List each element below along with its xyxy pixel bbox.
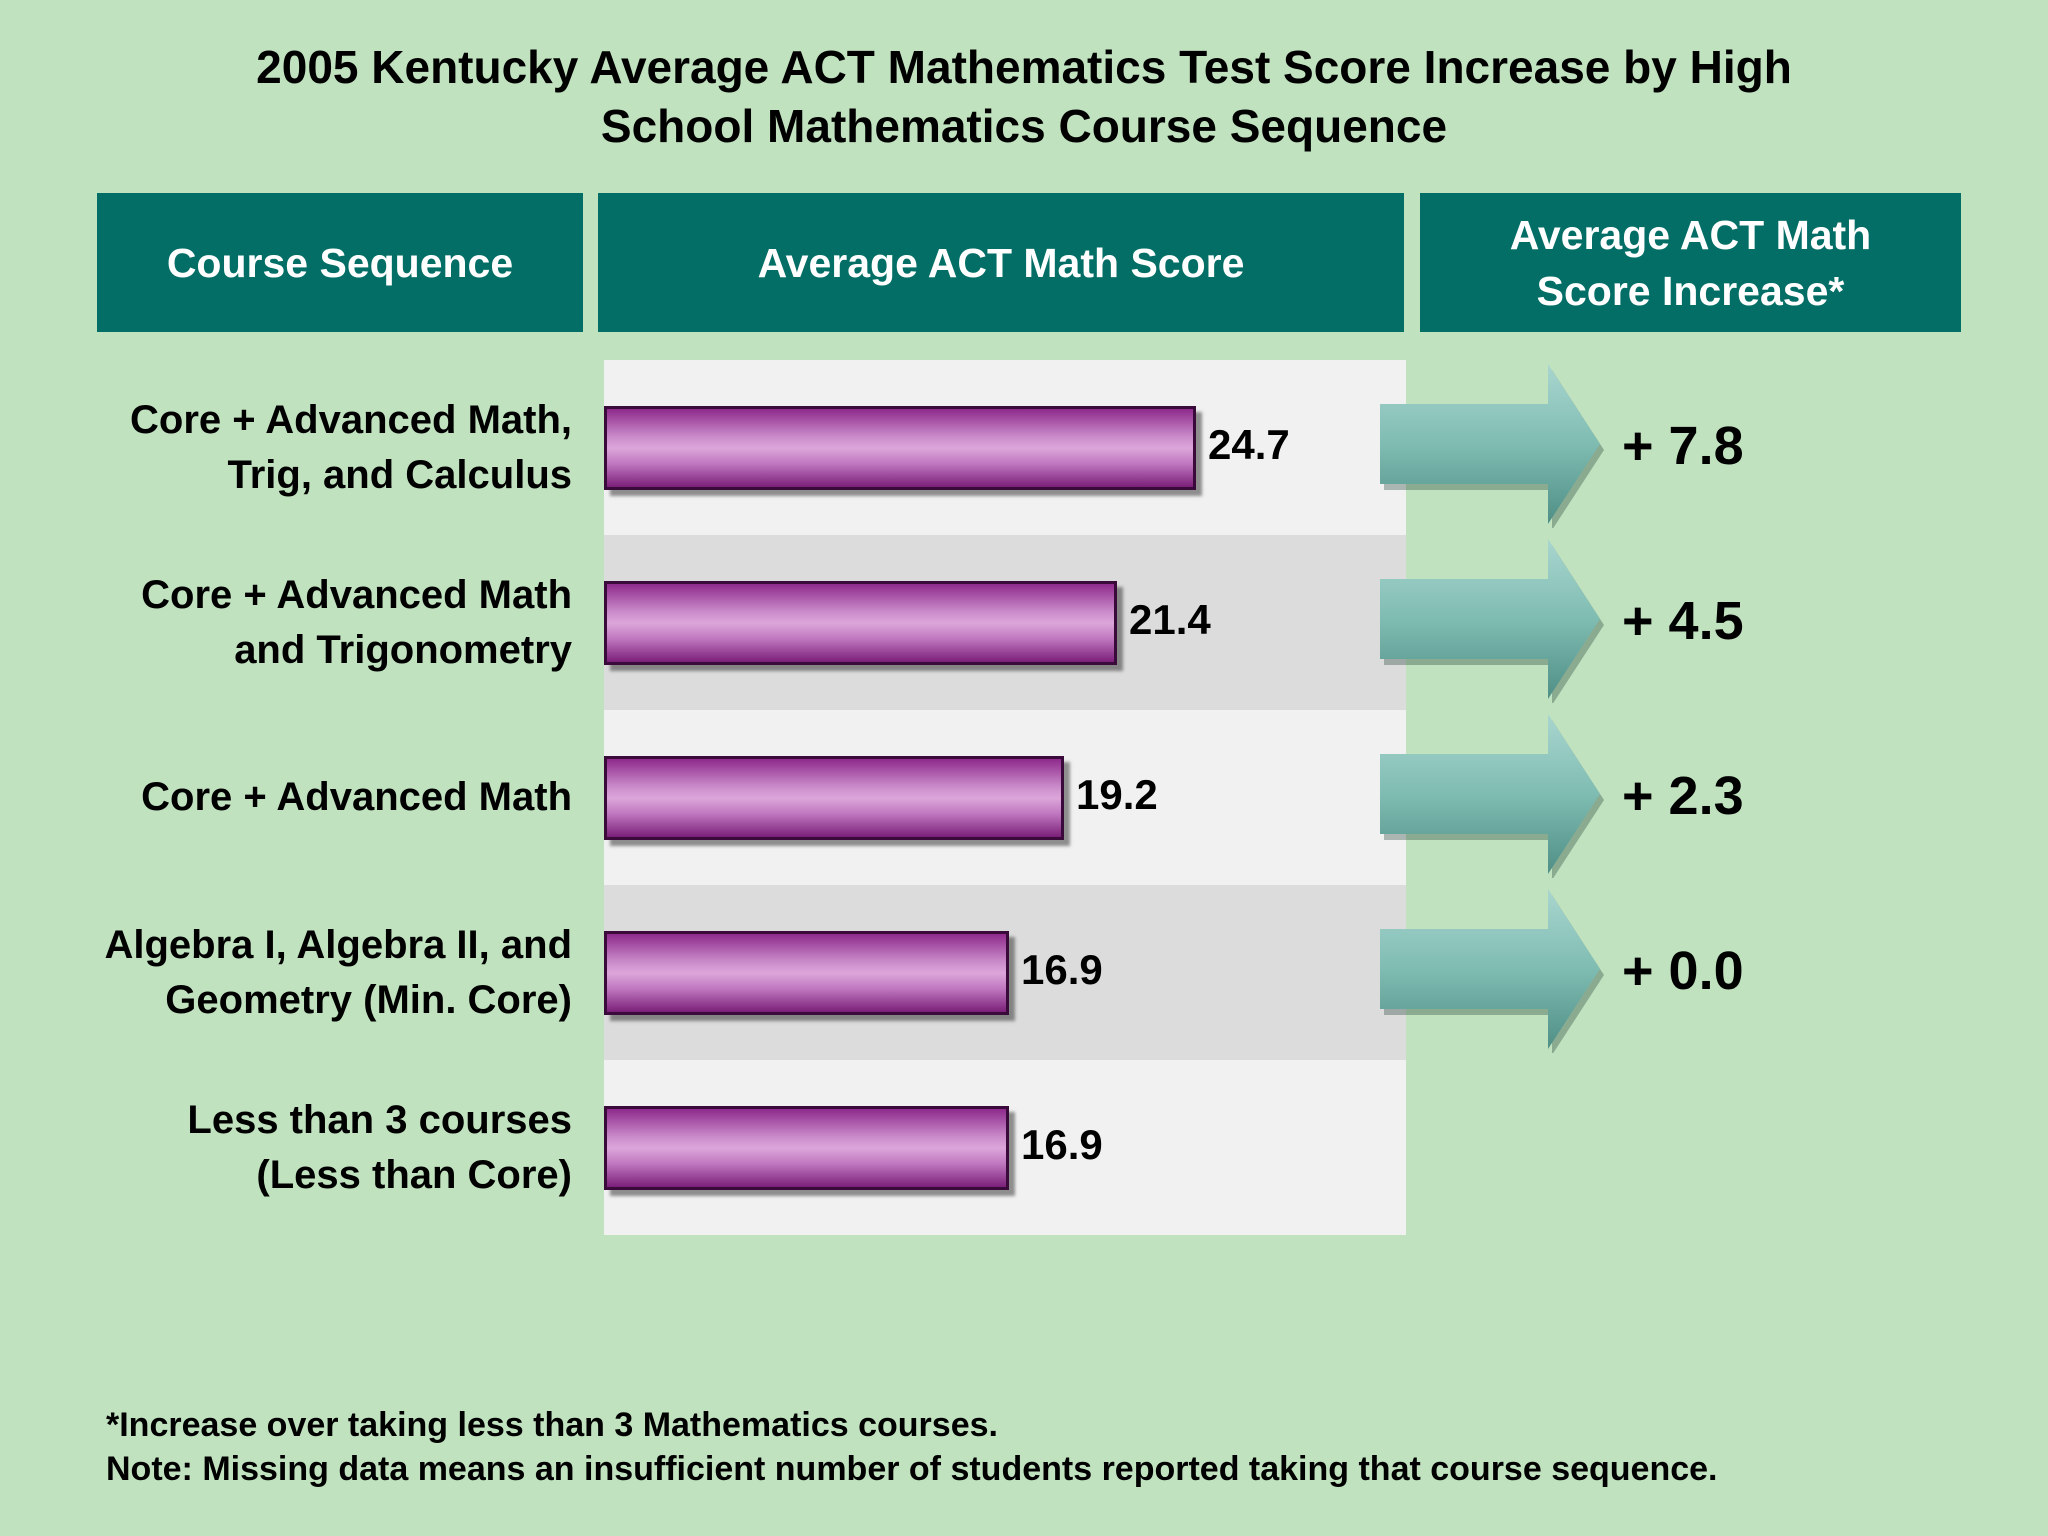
bar-value-label: 16.9 — [1021, 1121, 1103, 1168]
header-average-score: Average ACT Math Score — [598, 193, 1404, 332]
category-label: Core + Advanced Math, Trig, and Calculus — [40, 360, 572, 535]
chart-title-line-1: 2005 Kentucky Average ACT Mathematics Te… — [256, 41, 1792, 93]
increase-value-label: + 0.0 — [1622, 941, 1744, 1001]
increase-arrow-shape — [1380, 714, 1600, 874]
increase-arrow-shape — [1380, 539, 1600, 699]
category-label-line: Core + Advanced Math — [141, 572, 572, 617]
header-score-increase: Average ACT Math Score Increase* — [1420, 193, 1961, 332]
increase-arrow-icon — [1380, 539, 1604, 703]
category-label: Core + Advanced Math and Trigonometry — [40, 535, 572, 710]
category-label: Algebra I, Algebra II, and Geometry (Min.… — [40, 885, 573, 1060]
increase-value-label: + 7.8 — [1622, 416, 1744, 476]
category-label-line: Core + Advanced Math, — [130, 397, 572, 442]
category-label-line: (Less than Core) — [256, 1152, 572, 1197]
category-label-line: Trig, and Calculus — [227, 452, 572, 497]
footnote-missing-data: Note: Missing data means an insufficient… — [106, 1450, 1718, 1488]
bar-value-label: 16.9 — [1021, 946, 1103, 993]
increase-arrow-shape — [1380, 364, 1600, 524]
category-label: Core + Advanced Math — [40, 710, 572, 885]
increase-arrow-icon — [1380, 714, 1604, 878]
category-label-line: and Trigonometry — [234, 627, 572, 672]
increase-arrow-icon — [1380, 889, 1604, 1053]
bar — [604, 406, 1196, 490]
bar — [604, 931, 1009, 1015]
bar — [604, 581, 1117, 665]
chart-title-line-2: School Mathematics Course Sequence — [600, 100, 1448, 152]
increase-arrow-icon — [1380, 364, 1604, 528]
category-label-line: Less than 3 courses — [187, 1097, 572, 1142]
bar-value-label: 21.4 — [1129, 596, 1211, 643]
header-score-increase-line-1: Average ACT Math — [1509, 211, 1872, 258]
category-label-line: Core + Advanced Math — [141, 775, 572, 819]
category-label: Less than 3 courses (Less than Core) — [40, 1060, 572, 1235]
category-label-line: Geometry (Min. Core) — [165, 977, 572, 1022]
category-label-line: Algebra I, Algebra II, and — [104, 922, 573, 967]
increase-arrow-shape — [1380, 889, 1600, 1049]
header-score-increase-line-2: Score Increase* — [1536, 267, 1845, 314]
increase-value-label: + 4.5 — [1622, 591, 1744, 651]
header-course-sequence: Course Sequence — [97, 193, 583, 332]
footnote-increase: *Increase over taking less than 3 Mathem… — [106, 1406, 998, 1444]
bar — [604, 756, 1064, 840]
bar-value-label: 24.7 — [1208, 421, 1290, 468]
bar-value-label: 19.2 — [1076, 771, 1158, 818]
increase-value-label: + 2.3 — [1622, 766, 1744, 826]
bar — [604, 1106, 1009, 1190]
chart-title: 2005 Kentucky Average ACT Mathematics Te… — [0, 38, 2048, 156]
